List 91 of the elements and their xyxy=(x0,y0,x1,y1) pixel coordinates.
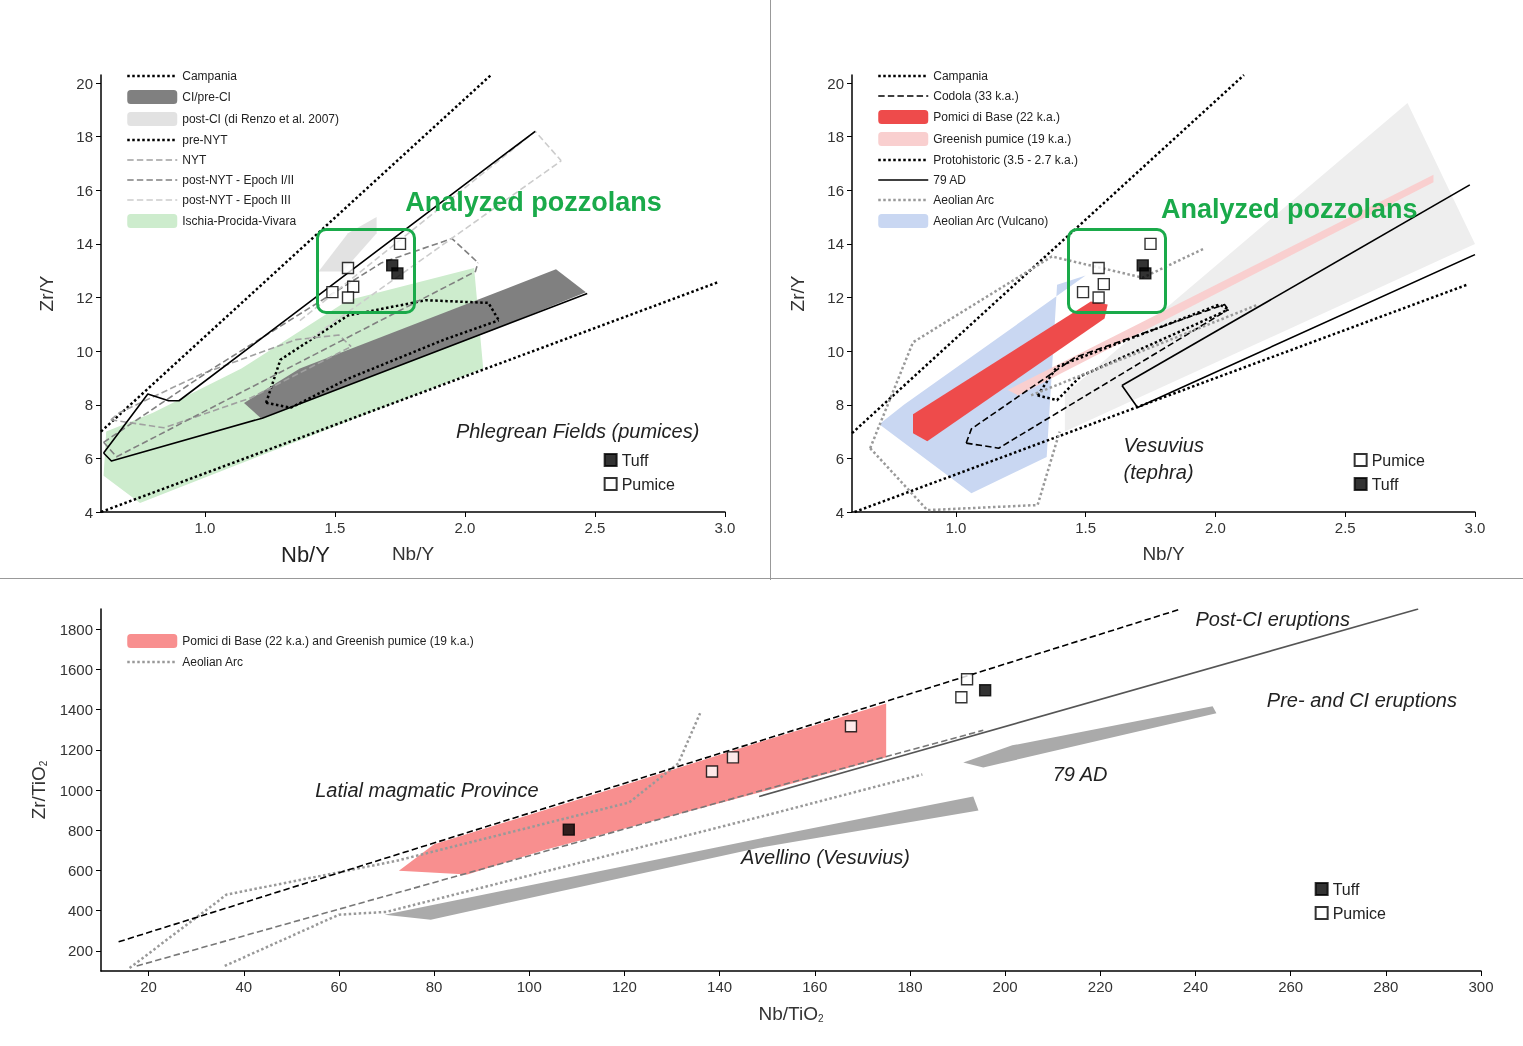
x-tick-label: 3.0 xyxy=(1464,519,1486,536)
y-tick-label: 600 xyxy=(67,861,93,879)
annotation: Post-CI eruptions xyxy=(1195,608,1350,631)
legend-label: Pumice xyxy=(621,475,676,493)
y-axis-title: Zr/TiO2 xyxy=(28,760,50,820)
legend-label: Campania xyxy=(933,69,989,83)
y-tick-label: 400 xyxy=(67,902,93,920)
x-tick-label: 200 xyxy=(992,978,1018,995)
y-tick-label: 1600 xyxy=(59,660,93,678)
y-tick-label: 8 xyxy=(84,396,93,414)
legend-label: Pomici di Base (22 k.a.) and Greenish pumice (19 k.a.) xyxy=(182,634,474,648)
y-tick-label: 800 xyxy=(67,821,93,839)
legend-label: Aeolian Arc (Vulcano) xyxy=(933,214,1049,228)
x-tick-label: 80 xyxy=(425,978,443,995)
annotation: Pre- and CI eruptions xyxy=(1266,688,1457,711)
x-tick-label: 140 xyxy=(707,978,733,995)
legend-label: Aeolian Arc xyxy=(182,655,243,669)
x-tick-label: 1.0 xyxy=(945,519,967,536)
legend-label: Tuff xyxy=(1332,880,1360,898)
legend-label: Pumice xyxy=(1332,904,1387,922)
y-axis-title: Zr/Y xyxy=(36,275,57,312)
y-tick-label: 14 xyxy=(76,235,93,253)
annotation: Latial magmatic Province xyxy=(315,779,539,801)
x-axis-title: Nb/Y xyxy=(1142,543,1185,564)
legend-label: CI/pre-CI xyxy=(182,90,231,104)
legend-label: Aeolian Arc xyxy=(933,193,994,207)
annotation: Phlegrean Fields (pumices) xyxy=(455,419,700,442)
legend-label: pre-NYT xyxy=(182,133,229,147)
y-tick-label: 10 xyxy=(827,342,844,360)
y-tick-label: 6 xyxy=(835,449,844,467)
y-tick-label: 16 xyxy=(76,181,93,199)
y-tick-label: 1000 xyxy=(59,781,93,799)
x-tick-label: 260 xyxy=(1278,978,1304,995)
x-tick-label: 2.5 xyxy=(584,519,606,536)
legend-label: Campania xyxy=(182,69,238,83)
annotation: 79 AD xyxy=(1052,762,1108,785)
y-tick-label: 8 xyxy=(835,396,844,414)
legend-label: Tuff xyxy=(1371,475,1399,493)
x-tick-label: 40 xyxy=(235,978,253,995)
x-tick-label: 20 xyxy=(140,978,157,995)
y-tick-label: 6 xyxy=(84,449,93,467)
x-axis-title: Nb/TiO2 xyxy=(758,1002,824,1024)
x-tick-label: 180 xyxy=(897,978,923,995)
legend-label: Pomici di Base (22 k.a.) xyxy=(933,110,1060,124)
x-tick-label: 1.5 xyxy=(1075,519,1097,536)
y-tick-label: 16 xyxy=(827,181,844,199)
legend-label: post-CI (di Renzo et al. 2007) xyxy=(182,112,339,126)
y-tick-label: 1800 xyxy=(59,620,93,638)
y-tick-label: 4 xyxy=(84,503,93,521)
legend-label: Tuff xyxy=(621,451,649,469)
x-tick-label: 60 xyxy=(330,978,348,995)
x-tick-label: 1.5 xyxy=(324,519,346,536)
annotation: Avellino (Vesuvius) xyxy=(740,845,910,868)
y-tick-label: 1400 xyxy=(59,701,93,719)
text: Nb/Y xyxy=(281,541,331,567)
x-tick-label: 280 xyxy=(1373,978,1399,995)
x-tick-label: 1.0 xyxy=(194,519,216,536)
x-tick-label: 240 xyxy=(1182,978,1208,995)
y-tick-label: 10 xyxy=(76,342,93,360)
y-tick-label: 12 xyxy=(827,289,844,307)
y-tick-label: 18 xyxy=(76,128,93,146)
x-tick-label: 100 xyxy=(516,978,542,995)
annotation: Vesuvius (tephra) xyxy=(1123,433,1204,483)
legend-label: post-NYT - Epoch I/II xyxy=(182,173,295,187)
y-axis-title: Zr/Y xyxy=(787,275,808,312)
legend-label: 79 AD xyxy=(933,173,967,187)
y-tick-label: 20 xyxy=(76,74,93,92)
x-tick-label: 300 xyxy=(1468,978,1494,995)
x-axis-title: Nb/Y xyxy=(391,543,435,564)
y-tick-label: 20 xyxy=(827,74,844,92)
legend-label: NYT xyxy=(182,153,207,167)
annotation: Analyzed pozzolans xyxy=(1160,194,1418,225)
x-tick-label: 120 xyxy=(611,978,637,995)
legend-label: Codola (33 k.a.) xyxy=(933,89,1019,103)
y-tick-label: 14 xyxy=(827,235,844,253)
x-tick-label: 2.0 xyxy=(1204,519,1226,536)
y-tick-label: 200 xyxy=(67,942,93,960)
y-tick-label: 1200 xyxy=(59,741,93,759)
legend-label: Greenish pumice (19 k.a.) xyxy=(933,132,1072,146)
y-tick-label: 4 xyxy=(835,503,844,521)
x-tick-label: 160 xyxy=(802,978,828,995)
legend-label: Ischia-Procida-Vivara xyxy=(182,214,297,228)
legend-label: Pumice xyxy=(1371,451,1426,469)
legend-label: post-NYT - Epoch III xyxy=(182,193,291,207)
x-tick-label: 3.0 xyxy=(714,519,736,536)
y-tick-label: 12 xyxy=(76,289,93,307)
y-tick-label: 18 xyxy=(827,128,844,146)
legend-label: Protohistoric (3.5 - 2.7 k.a.) xyxy=(933,153,1078,167)
x-tick-label: 2.0 xyxy=(454,519,476,536)
x-tick-label: 2.5 xyxy=(1334,519,1356,536)
x-tick-label: 220 xyxy=(1087,978,1113,995)
